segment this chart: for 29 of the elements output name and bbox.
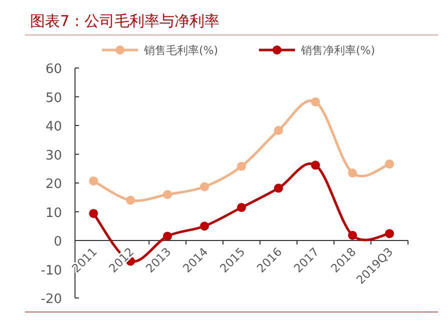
- legend-label: 销售毛利率(%): [143, 44, 218, 57]
- point: [89, 208, 98, 218]
- point: [274, 126, 283, 135]
- point: [237, 162, 246, 171]
- point: [200, 222, 209, 231]
- point: [200, 182, 209, 192]
- y-tick-label: -20: [40, 292, 62, 307]
- y-tick-label: 60: [45, 62, 62, 77]
- point: [385, 160, 394, 169]
- point: [348, 168, 357, 178]
- y-tick-label: 20: [45, 177, 62, 192]
- title: 图表7：公司毛利率与净利率: [30, 12, 220, 30]
- point: [385, 229, 394, 238]
- y-tick-label: -10: [40, 263, 62, 278]
- point: [274, 184, 283, 193]
- point: [311, 97, 320, 106]
- y-tick-label: 0: [54, 234, 62, 250]
- point: [311, 160, 320, 170]
- point: [348, 230, 357, 240]
- y-tick-label: 50: [45, 90, 62, 106]
- y-tick-label: 40: [45, 120, 62, 134]
- point: [163, 190, 172, 199]
- y-tick-label: 10: [45, 206, 62, 221]
- legend-label: 销售净利率(%): [300, 44, 376, 57]
- point: [237, 202, 246, 212]
- y-tick-label: 30: [45, 148, 62, 164]
- point: [126, 196, 135, 205]
- point: [89, 176, 98, 186]
- point: [163, 232, 172, 241]
